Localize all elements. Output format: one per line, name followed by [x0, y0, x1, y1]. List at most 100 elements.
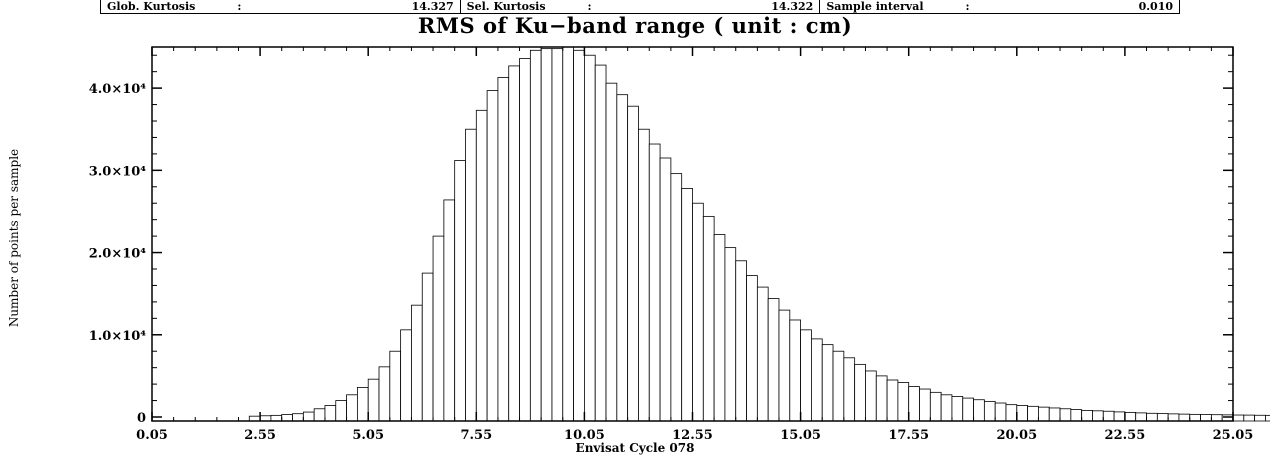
stat-sample-interval: Sample interval : 0.010 [820, 0, 1179, 13]
histogram-bar [973, 399, 985, 422]
x-tick-label: 0.05 [136, 428, 168, 443]
stat-value: 0.010 [1138, 0, 1174, 13]
stat-glob-kurtosis: Glob. Kurtosis : 14.327 [101, 0, 461, 13]
histogram-bar [324, 405, 337, 422]
histogram-bar [1081, 410, 1093, 422]
histogram-bar [573, 49, 585, 422]
histogram-bar [832, 350, 845, 422]
y-tick-label: 4.0×10⁴ [89, 82, 147, 97]
histogram-bar [854, 363, 866, 422]
histogram-bar [724, 247, 737, 422]
histogram-bar [270, 414, 283, 422]
histogram-bar [551, 48, 564, 422]
histogram-bar [1135, 412, 1147, 422]
histogram-bar [1070, 409, 1083, 422]
stat-value: 14.327 [411, 0, 454, 13]
histogram-bar [1102, 410, 1115, 422]
histogram-bar [411, 304, 423, 422]
histogram-bar [605, 82, 618, 422]
histogram-bar [789, 319, 801, 422]
x-tick-label: 7.55 [460, 428, 492, 443]
x-tick-label: 10.05 [564, 428, 605, 443]
histogram-bar [681, 188, 693, 422]
y-tick-label: 1.0×10⁴ [89, 329, 147, 344]
stat-colon: : [965, 0, 970, 13]
x-tick-label: 12.55 [672, 428, 713, 443]
stat-value: 14.322 [771, 0, 814, 13]
histogram-bar [346, 394, 358, 422]
histogram-bar [519, 58, 531, 422]
histogram-bar [454, 160, 466, 422]
x-tick-label: 5.05 [352, 428, 384, 443]
histogram-bar [908, 386, 920, 422]
histogram-bar [1038, 406, 1050, 422]
histogram-bar [962, 397, 974, 422]
x-tick-label: 22.55 [1105, 428, 1146, 443]
histogram-bar [443, 199, 456, 422]
chart-title: RMS of Ku−band range ( unit : cm) [417, 13, 853, 38]
histogram-bar [432, 235, 445, 422]
x-tick-label: 2.55 [244, 428, 276, 443]
histogram-bar [497, 77, 510, 422]
histogram-bar [778, 309, 791, 422]
histogram-bar [1221, 414, 1234, 422]
tick-labels-group: 0.05 2.55 5.05 7.55 10.05 12.55 15.05 17.55 20.0… [89, 82, 1254, 443]
histogram-bar [313, 408, 326, 422]
histogram-bar [1210, 414, 1223, 422]
x-tick-label: 15.05 [780, 428, 821, 443]
histogram-bar [292, 413, 304, 422]
histogram-bar [475, 109, 488, 422]
histogram-bar [1243, 414, 1256, 422]
histogram-bar [875, 375, 888, 422]
histogram-bar [811, 338, 823, 422]
histogram-bar [281, 414, 293, 422]
histogram-bar [1189, 413, 1201, 422]
histogram-bar [562, 46, 574, 422]
y-tick-label: 2.0×10⁴ [89, 247, 147, 262]
stat-label: Glob. Kurtosis [107, 0, 196, 13]
histogram-bar [1265, 414, 1270, 422]
histogram-bar [389, 350, 402, 422]
histogram-bar [400, 329, 412, 422]
stat-label: Sample interval [826, 0, 924, 13]
histogram-bar [335, 400, 347, 422]
histogram-bar [735, 260, 747, 422]
y-tick-label: 3.0×10⁴ [89, 164, 147, 179]
histogram-bar [1146, 412, 1158, 422]
histogram-bar [1059, 408, 1072, 422]
histogram-bar [843, 357, 856, 422]
histogram-bar [302, 411, 315, 422]
histogram-bar [259, 415, 272, 422]
stats-table: Glob. Kurtosis : 14.327 Sel. Kurtosis : … [100, 0, 1180, 14]
histogram-bar [529, 49, 542, 422]
x-tick-label: 17.55 [888, 428, 929, 443]
histogram-bar [702, 215, 715, 422]
histogram-bar [627, 105, 639, 422]
histogram-bar [421, 272, 434, 422]
histogram-bar [951, 396, 964, 422]
histogram-bar [1124, 411, 1137, 422]
histogram-bar [929, 391, 942, 422]
histogram-bar [940, 394, 953, 422]
histogram-bar [983, 400, 996, 422]
histogram-bar [994, 402, 1007, 422]
stat-colon: : [237, 0, 242, 13]
histogram-bar [670, 173, 683, 422]
histogram-bar [616, 94, 629, 422]
x-tick-label: 20.05 [996, 428, 1037, 443]
histogram-bar [1092, 410, 1104, 422]
histogram-bar [919, 388, 931, 422]
x-axis-label: Envisat Cycle 078 [575, 441, 695, 455]
histogram-bar [1027, 405, 1039, 422]
y-tick-label: 0 [137, 411, 146, 426]
histogram-bar [713, 234, 726, 422]
histogram-bar [508, 65, 520, 422]
histogram-bar [1232, 414, 1245, 422]
histogram-bar [1016, 405, 1029, 422]
histogram-bar [1113, 411, 1126, 422]
histogram-bar [1005, 404, 1018, 422]
histogram-bar [486, 90, 499, 422]
histogram-bar [378, 366, 391, 422]
histogram-bar [886, 379, 899, 422]
